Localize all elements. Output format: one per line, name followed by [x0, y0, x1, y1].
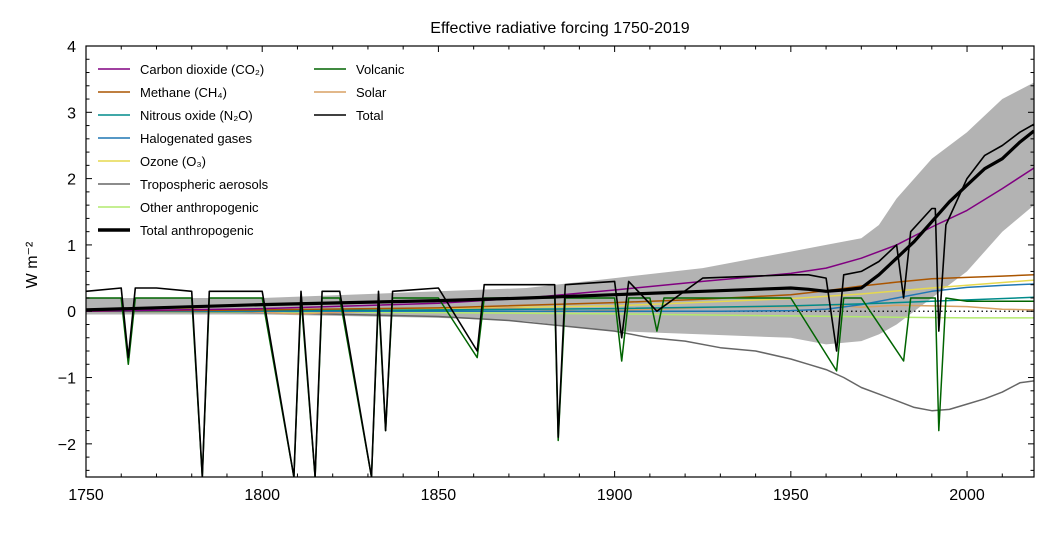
axes: 1750 1800 1850 1900 1950 2000 −2 −1 0 1 2 3 4 — [58, 39, 1035, 504]
legend-label: Halogenated gases — [140, 131, 253, 146]
y-tick-label: −1 — [58, 371, 76, 388]
series-line-other-anthropogenic — [86, 310, 1034, 319]
y-tick-label: 4 — [67, 39, 76, 56]
x-tick-label: 1850 — [421, 487, 457, 504]
legend-item-halogenated-gases: Halogenated gases — [98, 131, 253, 146]
legend-item-tropospheric-aerosols: Tropospheric aerosols — [98, 177, 269, 192]
series-line-halogenated-gases — [86, 283, 1034, 312]
plot-inner — [86, 82, 1034, 477]
legend-item-carbon-dioxide-co: Carbon dioxide (CO₂) — [98, 62, 264, 77]
legend-item-ozone-o: Ozone (O₃) — [98, 154, 206, 169]
x-tick-label: 1950 — [773, 487, 809, 504]
legend-label: Other anthropogenic — [140, 200, 259, 215]
legend-item-solar: Solar — [314, 85, 387, 100]
legend-label: Methane (CH₄) — [140, 85, 227, 100]
y-tick-label: 0 — [67, 304, 76, 321]
series-line-total-anthropogenic — [86, 129, 1034, 312]
legend-item-total: Total — [314, 108, 384, 123]
legend-label: Solar — [356, 85, 387, 100]
series-line-carbon-dioxide-co — [86, 167, 1034, 312]
legend-label: Total anthropogenic — [140, 223, 254, 238]
y-tick-label: 3 — [67, 105, 76, 122]
legend-label: Ozone (O₃) — [140, 154, 206, 169]
y-tick-label: 2 — [67, 172, 76, 189]
y-tick-label: −2 — [58, 437, 76, 454]
legend-item-volcanic: Volcanic — [314, 62, 405, 77]
x-tick-label: 1900 — [597, 487, 633, 504]
legend: Carbon dioxide (CO₂) Methane (CH₄) Nitrous… — [98, 62, 405, 238]
x-tick-label: 1750 — [68, 487, 104, 504]
x-tick-label: 1800 — [244, 487, 280, 504]
plot-area — [86, 82, 1034, 477]
legend-label: Carbon dioxide (CO₂) — [140, 62, 264, 77]
uncertainty-band — [86, 82, 1034, 345]
legend-label: Tropospheric aerosols — [140, 177, 269, 192]
legend-item-nitrous-oxide-n-o: Nitrous oxide (N₂O) — [98, 108, 253, 123]
y-axis-label: W m⁻² — [24, 241, 41, 288]
legend-item-other-anthropogenic: Other anthropogenic — [98, 200, 259, 215]
x-tick-label: 2000 — [949, 487, 985, 504]
series-line-tropospheric-aerosols — [86, 310, 1034, 412]
axes-frame — [85, 45, 1035, 478]
legend-item-methane-ch: Methane (CH₄) — [98, 85, 227, 100]
series-line-nitrous-oxide-n-o — [86, 296, 1034, 312]
legend-item-total-anthropogenic: Total anthropogenic — [98, 223, 254, 238]
legend-label: Nitrous oxide (N₂O) — [140, 108, 253, 123]
y-tick-label: 1 — [67, 238, 76, 255]
chart-title: Effective radiative forcing 1750-2019 — [430, 20, 690, 37]
legend-label: Volcanic — [356, 62, 405, 77]
series-line-total — [86, 123, 1034, 477]
legend-label: Total — [356, 108, 384, 123]
